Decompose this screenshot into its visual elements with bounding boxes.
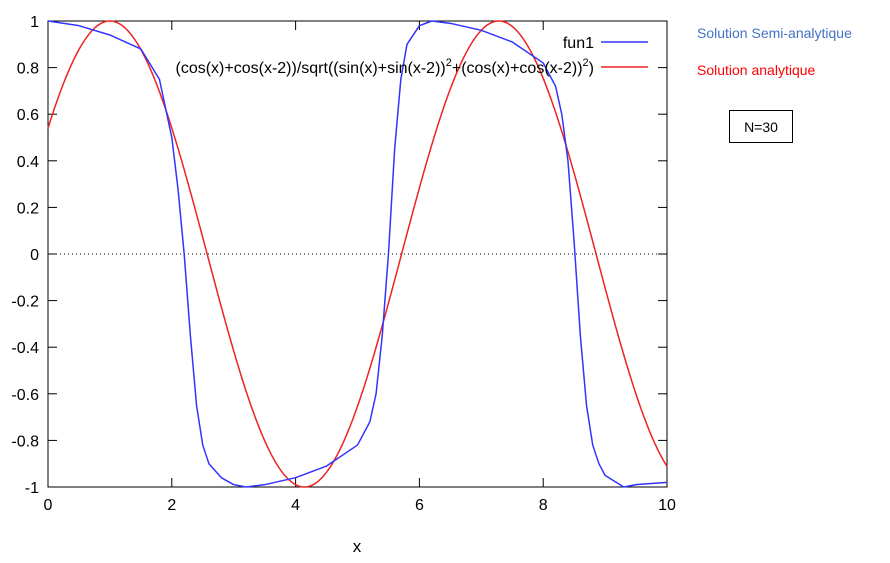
n-value-label: N=30	[744, 118, 778, 135]
legend-label-formula: (cos(x)+cos(x-2))/sqrt((sin(x)+sin(x-2))…	[176, 57, 595, 77]
x-tick-label: 8	[539, 497, 548, 514]
y-tick-label: -0.6	[11, 387, 39, 404]
y-tick-label: -0.8	[11, 433, 39, 450]
legend-label-fun1: fun1	[563, 35, 594, 52]
x-tick-label: 6	[415, 497, 424, 514]
y-tick-label: -0.4	[11, 340, 39, 357]
annotation-semi-analytique: Solution Semi-analytique	[697, 25, 852, 41]
y-tick-label: 0.4	[17, 154, 39, 171]
x-axis-label: x	[353, 537, 362, 556]
x-tick-label: 0	[44, 497, 53, 514]
annotation-analytique: Solution analytique	[697, 62, 816, 78]
y-tick-label: -1	[25, 480, 39, 497]
y-tick-label: 0.8	[17, 61, 39, 78]
legend: fun1 (cos(x)+cos(x-2))/sqrt((sin(x)+sin(…	[176, 35, 648, 77]
y-tick-label: 0.6	[17, 107, 39, 124]
x-tick-label: 10	[658, 497, 676, 514]
series-line-analytic	[47, 20, 668, 488]
y-tick-label: 0.2	[17, 200, 39, 217]
x-tick-label: 4	[291, 497, 300, 514]
y-tick-label: -0.2	[11, 294, 39, 311]
y-tick-label: 0	[30, 247, 39, 264]
y-tick-label: 1	[30, 14, 39, 31]
n-value-box: N=30	[729, 110, 793, 143]
x-tick-label: 2	[167, 497, 176, 514]
series-line-fun1	[47, 20, 668, 488]
